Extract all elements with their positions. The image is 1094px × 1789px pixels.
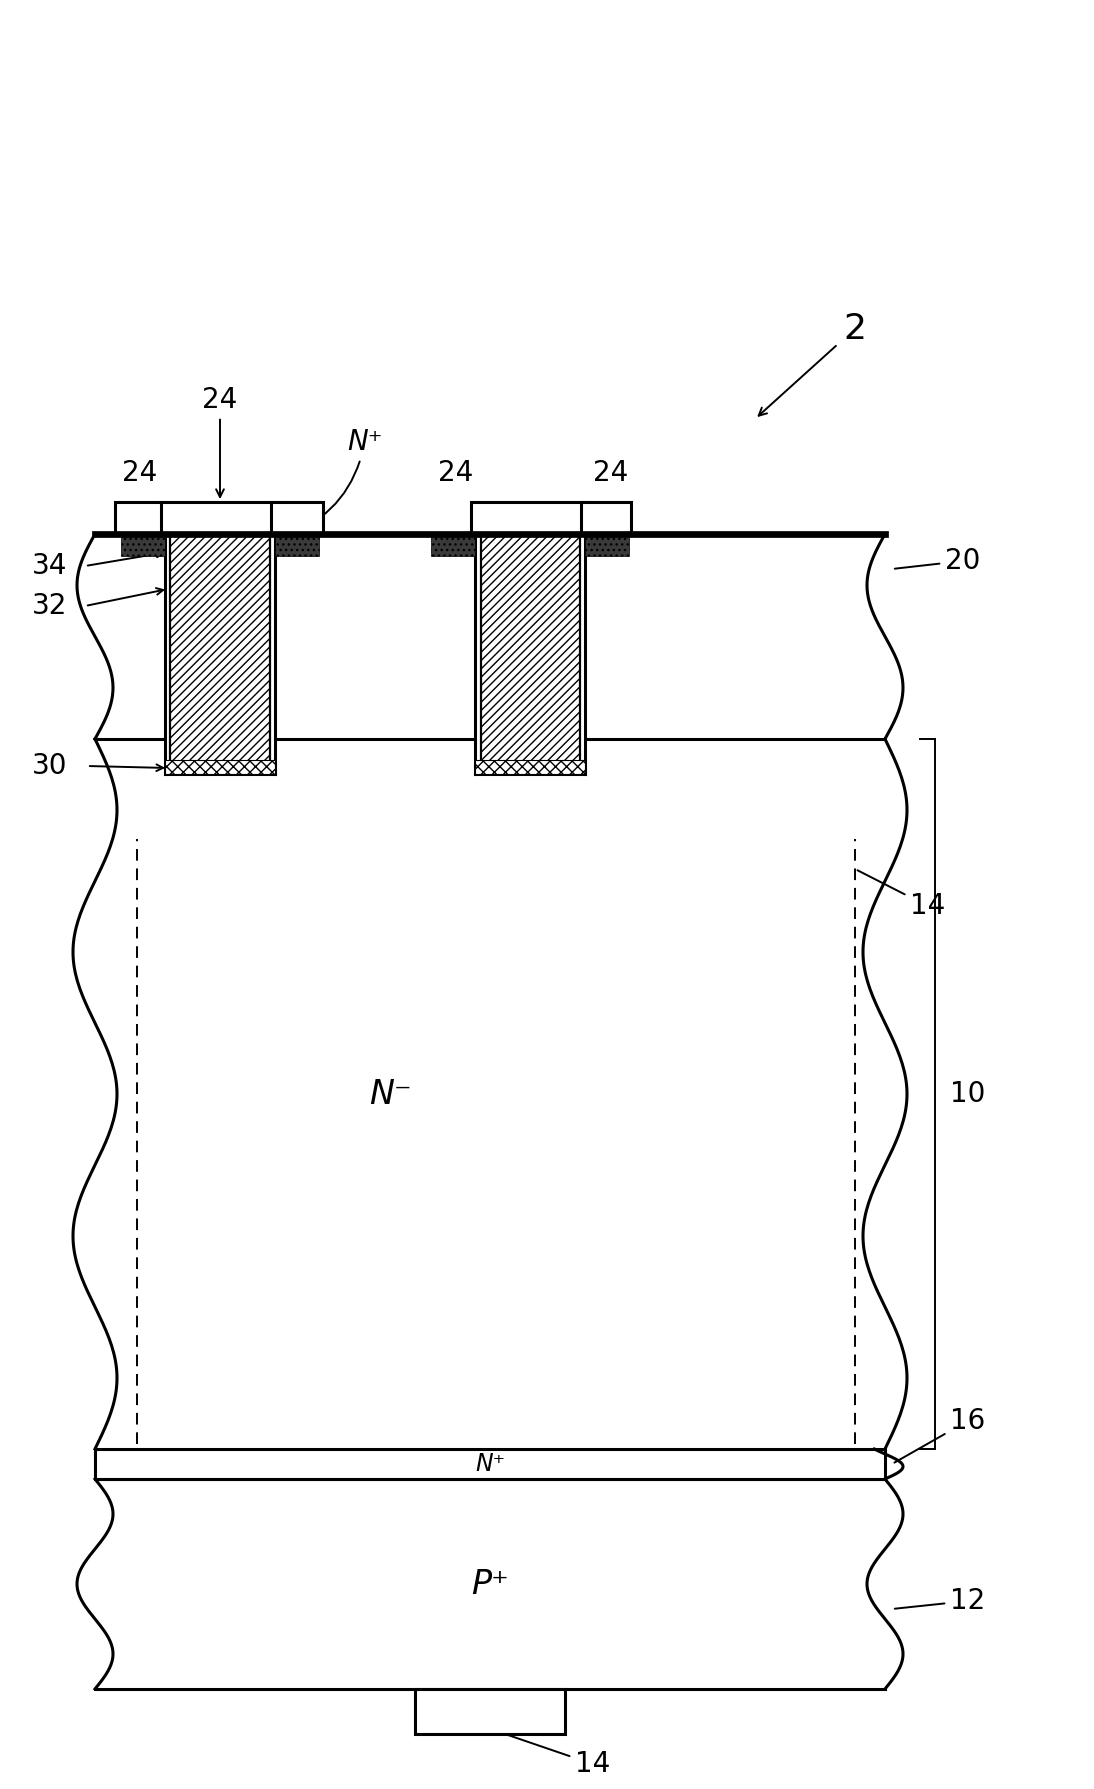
Text: 2μm: 2μm bbox=[505, 712, 555, 732]
Text: 10: 10 bbox=[950, 1081, 986, 1107]
Bar bbox=[95, 1449, 885, 1480]
Text: P: P bbox=[480, 651, 500, 683]
Bar bbox=[165, 533, 275, 775]
Text: 24: 24 bbox=[593, 460, 629, 487]
Bar bbox=[480, 533, 580, 769]
Bar bbox=[271, 503, 323, 533]
Text: 2: 2 bbox=[843, 311, 866, 345]
Bar bbox=[171, 533, 269, 769]
Bar bbox=[472, 503, 589, 533]
Text: 32: 32 bbox=[33, 592, 68, 621]
Bar bbox=[475, 533, 585, 775]
Text: 14: 14 bbox=[858, 869, 945, 920]
Text: 20: 20 bbox=[895, 547, 980, 574]
Bar bbox=[115, 503, 165, 533]
Text: N⁺: N⁺ bbox=[475, 1453, 505, 1476]
Bar bbox=[165, 760, 275, 775]
Bar bbox=[431, 533, 475, 556]
Text: 24: 24 bbox=[439, 460, 474, 487]
Bar bbox=[581, 503, 631, 533]
Text: 16: 16 bbox=[895, 1406, 986, 1463]
Bar bbox=[275, 533, 319, 556]
Text: 12: 12 bbox=[895, 1587, 986, 1615]
Bar bbox=[161, 503, 279, 533]
Text: 24: 24 bbox=[123, 460, 158, 487]
Text: 14: 14 bbox=[508, 1735, 610, 1778]
Bar bbox=[585, 533, 629, 556]
Bar bbox=[415, 1689, 565, 1734]
Text: P⁺: P⁺ bbox=[472, 1567, 509, 1601]
Text: 34: 34 bbox=[33, 553, 68, 580]
Bar bbox=[475, 760, 585, 775]
Bar bbox=[121, 533, 165, 556]
Text: 30: 30 bbox=[32, 751, 68, 780]
Text: N⁺: N⁺ bbox=[281, 428, 383, 537]
Text: 24: 24 bbox=[202, 386, 237, 497]
Text: N⁻: N⁻ bbox=[369, 1077, 411, 1111]
